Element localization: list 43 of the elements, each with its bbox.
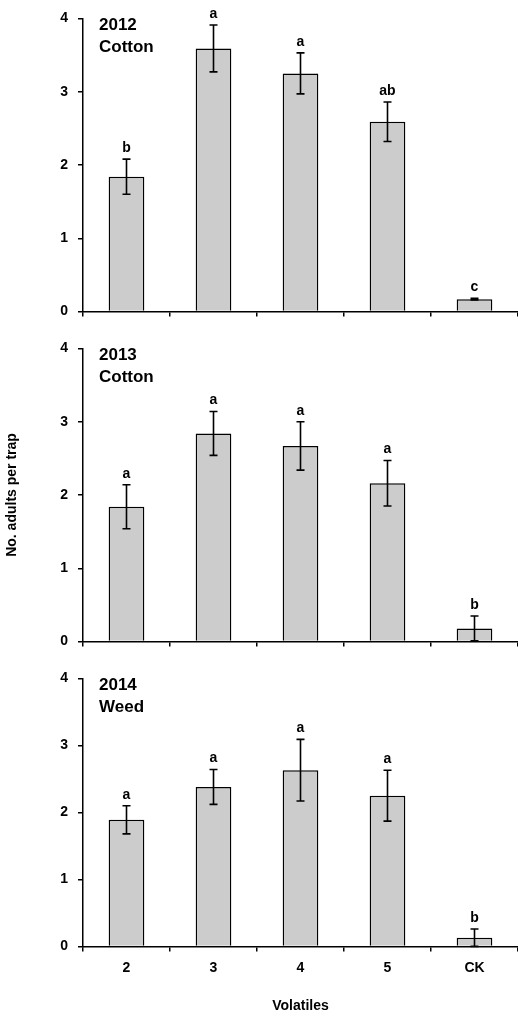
chart-title: 2014 [99, 674, 138, 694]
y-tick-label: 4 [60, 9, 69, 26]
annotation: a [209, 4, 218, 21]
y-tick-label: 1 [60, 229, 69, 246]
annotation: b [470, 595, 479, 612]
annotation: a [296, 401, 305, 418]
annotation: c [470, 278, 479, 295]
y-tick-label: 3 [60, 736, 69, 753]
y-tick-label: 1 [60, 559, 69, 576]
y-axis-title: No. adults per trap [3, 433, 20, 557]
text: Cotton [99, 366, 154, 386]
annotation: a [296, 32, 305, 49]
annotation: a [209, 391, 218, 408]
y-tick-label: 0 [60, 937, 69, 954]
y-tick-label: 0 [60, 302, 69, 319]
annotation: a [122, 785, 131, 802]
y-tick-label: 3 [60, 412, 69, 429]
annotation: b [470, 908, 479, 925]
annotation: a [209, 749, 218, 766]
y-tick-label: 1 [60, 870, 69, 887]
y-tick-label: 4 [60, 669, 69, 686]
x-tick-label: CK [464, 958, 485, 975]
y-tick-label: 2 [60, 803, 69, 820]
x-axis-title: Volatiles [272, 997, 329, 1014]
y-tick-label: 2 [60, 485, 69, 502]
text: Weed [99, 696, 145, 716]
chart-title: 2012 [99, 14, 137, 34]
text: Cotton [99, 36, 154, 56]
y-tick-label: 2 [60, 155, 69, 172]
x-tick-label: 2 [122, 958, 131, 975]
x-tick-label: 3 [209, 958, 218, 975]
chart-title: 2013 [99, 344, 137, 364]
annotation: a [296, 719, 305, 736]
y-tick-label: 4 [60, 339, 69, 356]
annotation: a [383, 440, 392, 457]
y-tick-label: 0 [60, 632, 69, 649]
annotation: ab [379, 81, 396, 98]
x-tick-label: 4 [296, 958, 305, 975]
annotation: a [383, 750, 392, 767]
x-tick-label: 5 [383, 958, 392, 975]
y-tick-label: 3 [60, 82, 69, 99]
annotation: b [122, 139, 131, 155]
annotation: a [122, 464, 131, 481]
